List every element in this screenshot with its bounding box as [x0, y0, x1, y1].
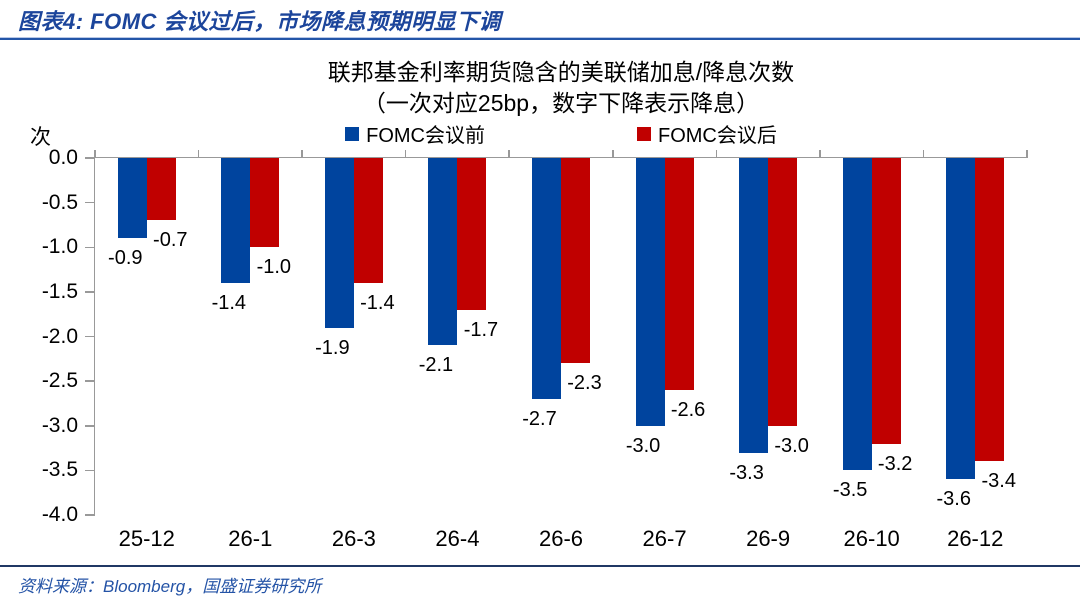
y-axis-tick-label: -2.5 [41, 369, 78, 393]
x-axis-tick [612, 150, 614, 158]
bar-before [324, 158, 354, 328]
y-axis-tick-label: 0.0 [48, 146, 78, 169]
bar-after [353, 158, 383, 283]
y-axis-tick-label: -4.0 [41, 503, 78, 526]
bar-value-label: -3.5 [832, 479, 868, 502]
bar-before [842, 158, 872, 471]
bar-value-label: -2.3 [567, 372, 602, 395]
x-axis-tick [197, 150, 200, 158]
bar-before [428, 158, 458, 346]
bar-after [664, 158, 694, 391]
x-axis-tick [94, 150, 96, 158]
y-axis-tick [85, 380, 95, 382]
bar-value-label: -1.4 [360, 291, 395, 314]
legend-swatch-icon [637, 126, 651, 141]
y-axis-tick-label: -0.5 [41, 190, 78, 214]
y-axis-tick [85, 335, 95, 338]
bar-value-label: -2.7 [522, 407, 557, 430]
x-axis-tick [301, 150, 303, 158]
bar-after [561, 158, 590, 364]
x-axis-category-label: 26-9 [746, 526, 791, 551]
chart-legend: FOMC会议前 FOMC会议后 [95, 119, 1027, 148]
bar-value-label: -3.4 [981, 470, 1016, 493]
bar-after [146, 158, 176, 221]
bar-value-label: -2.6 [670, 399, 706, 422]
x-axis-category-label: 26-3 [331, 526, 376, 551]
y-axis-tick-label: -2.0 [41, 324, 78, 348]
legend-label: FOMC会议前 [366, 125, 485, 147]
x-axis-category-label: 26-6 [538, 526, 584, 551]
y-axis-tick [85, 425, 95, 427]
legend-label: FOMC会议后 [658, 125, 777, 147]
x-axis-tick [508, 150, 510, 158]
bar-after [871, 158, 901, 444]
bar-value-label: -1.0 [256, 256, 292, 279]
chart-title: 联邦基金利率期货隐含的美联储加息/降息次数 [327, 59, 795, 85]
y-axis-tick [85, 201, 95, 204]
figure-title: 图表4: FOMC 会议过后，市场降息预期明显下调 [18, 9, 502, 34]
x-axis-category-label: 26-10 [843, 526, 900, 551]
y-axis-tick [85, 157, 95, 159]
x-axis-tick [715, 150, 718, 158]
bar-before [221, 158, 251, 283]
legend-swatch-icon [345, 126, 360, 141]
footer-divider [0, 565, 1080, 567]
bar-value-label: -1.9 [315, 336, 350, 359]
bar-value-label: -1.4 [211, 291, 247, 314]
bar-value-label: -0.7 [153, 229, 188, 252]
bar-before [117, 158, 147, 239]
x-axis-category-label: 26-4 [435, 526, 480, 551]
y-axis-tick [85, 469, 95, 472]
bar-value-label: -3.6 [936, 488, 971, 511]
y-axis-tick [85, 246, 95, 248]
bar-after [768, 158, 798, 426]
y-axis-tick-label: -3.5 [41, 458, 78, 482]
bar-value-label: -3.3 [729, 461, 764, 484]
x-axis-category-label: 26-1 [228, 526, 273, 551]
x-axis-tick [1026, 150, 1028, 158]
x-axis-category-label: 26-12 [947, 526, 1004, 551]
x-axis-category-label: 25-12 [118, 526, 175, 551]
bar-before [635, 158, 665, 426]
bar-before [532, 158, 561, 399]
x-axis-line [95, 156, 1027, 158]
x-axis-category-label: 26-7 [642, 526, 687, 551]
bar-after [457, 158, 487, 310]
bar-value-label: -3.0 [625, 434, 661, 457]
source-note: 资料来源：Bloomberg，国盛证券研究所 [18, 577, 322, 596]
bar-value-label: -1.7 [463, 318, 499, 341]
bar-value-label: -2.1 [418, 354, 454, 377]
x-axis-tick [404, 150, 407, 158]
y-axis-tick-label: -1.5 [41, 279, 78, 303]
y-axis-tick [85, 291, 95, 293]
x-axis-tick [922, 150, 925, 158]
bar-after [975, 158, 1005, 462]
y-axis-tick-label: -1.0 [41, 235, 78, 259]
bar-value-label: -3.0 [774, 434, 809, 457]
bar-before [946, 158, 976, 480]
bar-before [739, 158, 769, 453]
bar-value-label: -3.2 [877, 452, 913, 475]
legend-item-before: FOMC会议前 [345, 119, 485, 148]
chart-subtitle: （一次对应25bp，数字下降表示降息） [362, 90, 760, 116]
bar-value-label: -0.9 [108, 247, 143, 270]
legend-item-after: FOMC会议后 [637, 119, 777, 148]
y-axis-tick [85, 514, 95, 516]
y-axis-tick-label: -3.0 [41, 413, 78, 437]
y-axis-unit-label: 次 [30, 126, 51, 149]
header-divider [0, 37, 1080, 40]
bar-after [250, 158, 280, 248]
x-axis-tick [819, 150, 821, 158]
